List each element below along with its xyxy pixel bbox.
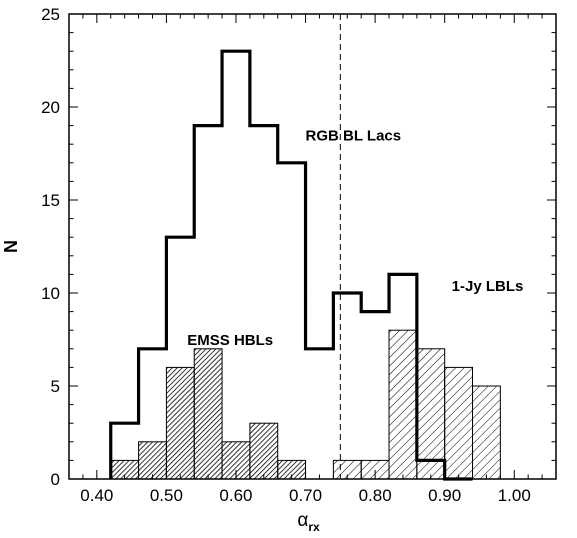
y-tick-label: 20: [41, 98, 60, 117]
histogram-bars: [109, 14, 501, 481]
y-tick-label: 10: [41, 284, 60, 303]
y-tick-label: 25: [41, 5, 60, 24]
annotation-1-jy-lbls: 1-Jy LBLs: [452, 278, 524, 295]
y-tick-label: 15: [41, 191, 60, 210]
rgb-bl-lacs-step-outline: [109, 49, 473, 481]
x-axis-title: αrx: [297, 510, 320, 534]
emss-hbls-bar: [165, 366, 195, 480]
x-tick-label: 0.60: [219, 486, 252, 505]
x-tick-label: 0.70: [289, 486, 322, 505]
x-tick-label: 0.40: [80, 486, 113, 505]
y-axis-title: N: [1, 240, 21, 253]
x-tick-label: 0.80: [359, 486, 392, 505]
annotation-rgb-bl-lacs: RGB BL Lacs: [306, 127, 402, 144]
y-tick-label: 5: [51, 377, 60, 396]
1-jy-lbls-bar: [472, 385, 501, 480]
annotations: RGB BL Lacs 1-Jy LBLs EMSS HBLs: [187, 127, 523, 349]
1-jy-lbls-bar: [444, 366, 474, 480]
annotation-emss-hbls: EMSS HBLs: [187, 332, 273, 349]
x-tick-label: 0.90: [428, 486, 461, 505]
y-tick-label: 0: [51, 470, 60, 489]
1-jy-lbls-bar: [388, 329, 418, 480]
x-tick-label: 1.00: [498, 486, 531, 505]
x-tick-label: 0.50: [150, 486, 183, 505]
axes: 0.40 0.50 0.60 0.70 0.80 0.90 1.00 0 5 10 15 20 25 Nα…: [1, 5, 557, 534]
plot-frame: [68, 13, 557, 480]
emss-hbls-bar: [249, 422, 279, 480]
1-jy-lbls-bar: [416, 348, 446, 480]
emss-hbls-bar: [193, 348, 223, 480]
emss-hbls-bar: [138, 441, 167, 480]
